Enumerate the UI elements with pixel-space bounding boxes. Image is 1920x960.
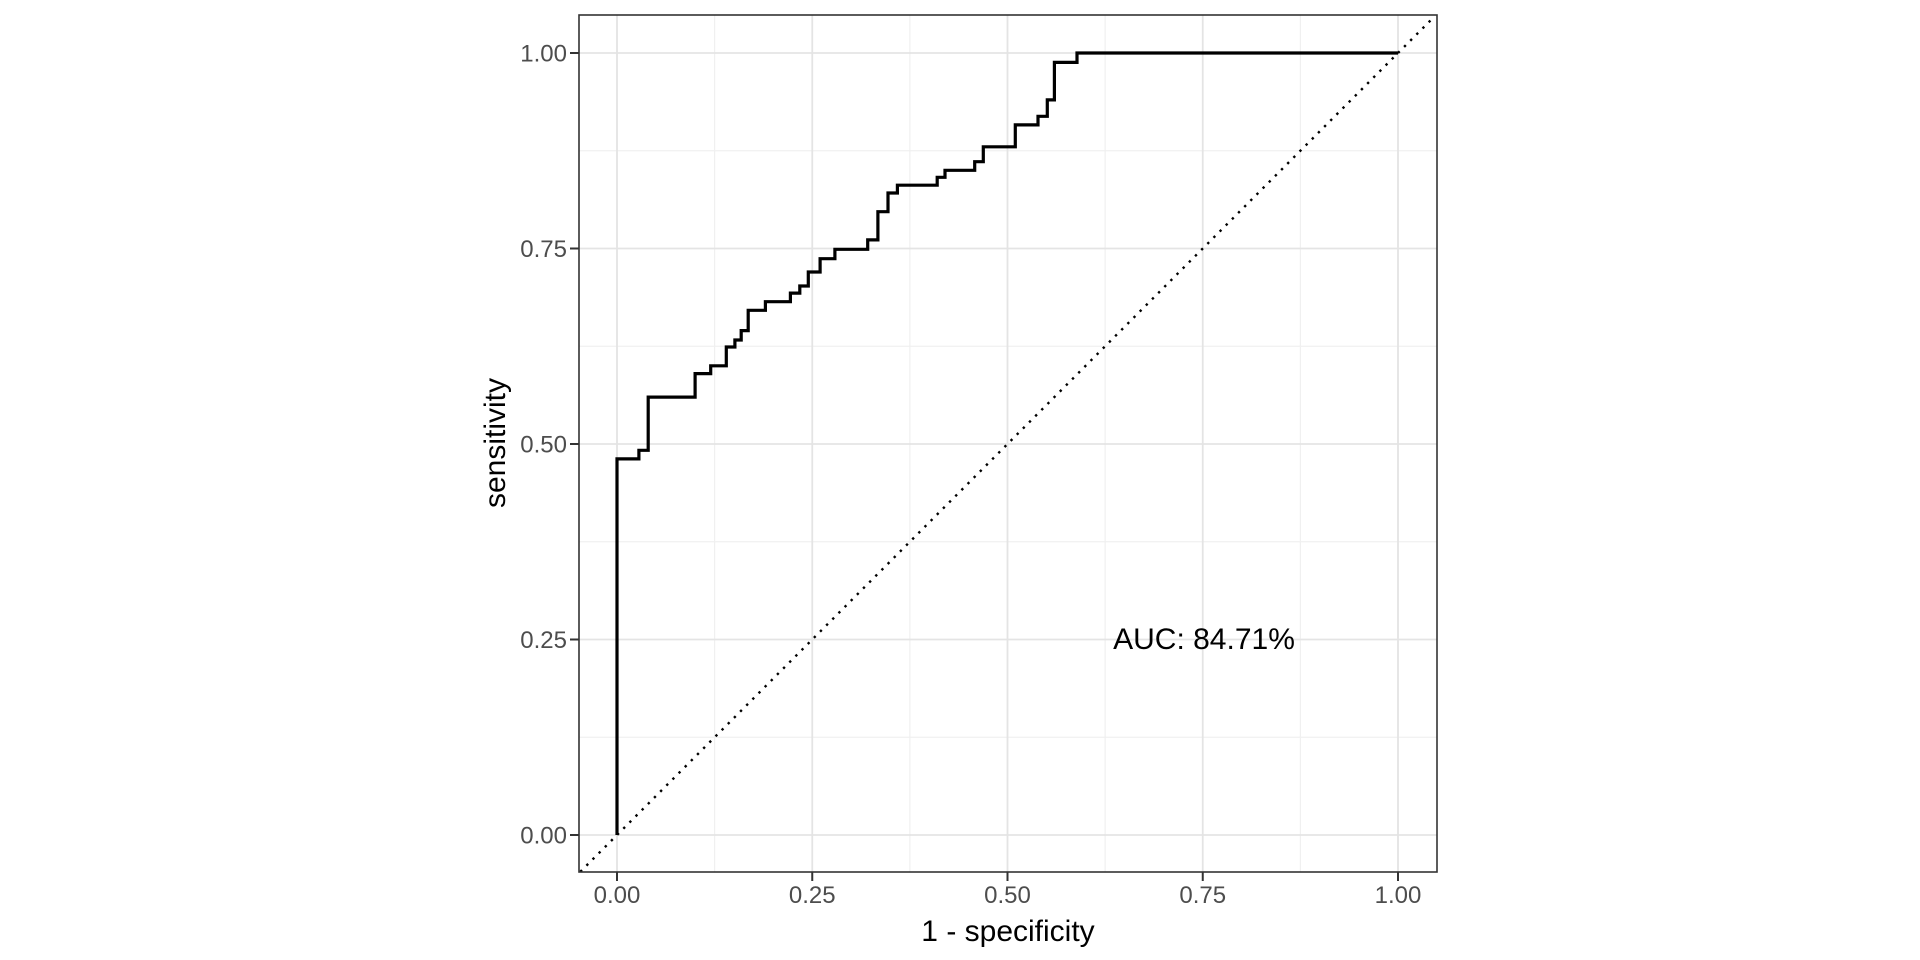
- y-tick-label: 0.00: [520, 823, 567, 850]
- x-axis-title: 1 - specificity: [921, 915, 1095, 948]
- y-axis-title: sensitivity: [479, 377, 512, 509]
- auc-annotation: AUC: 84.71%: [1113, 623, 1295, 656]
- x-tick-label: 0.00: [594, 882, 641, 909]
- x-tick-label: 0.50: [984, 882, 1031, 909]
- y-tick-label: 0.50: [520, 432, 567, 459]
- y-tick-label: 1.00: [520, 41, 567, 68]
- y-tick-label: 0.25: [520, 627, 567, 654]
- diagonal-reference-line: [579, 15, 1436, 873]
- x-tick-label: 0.75: [1179, 882, 1226, 909]
- x-tick-label: 0.25: [789, 882, 836, 909]
- y-tick-label: 0.75: [520, 236, 567, 263]
- roc-curve-line: [615, 51, 1398, 835]
- x-tick-label: 1.00: [1375, 882, 1422, 909]
